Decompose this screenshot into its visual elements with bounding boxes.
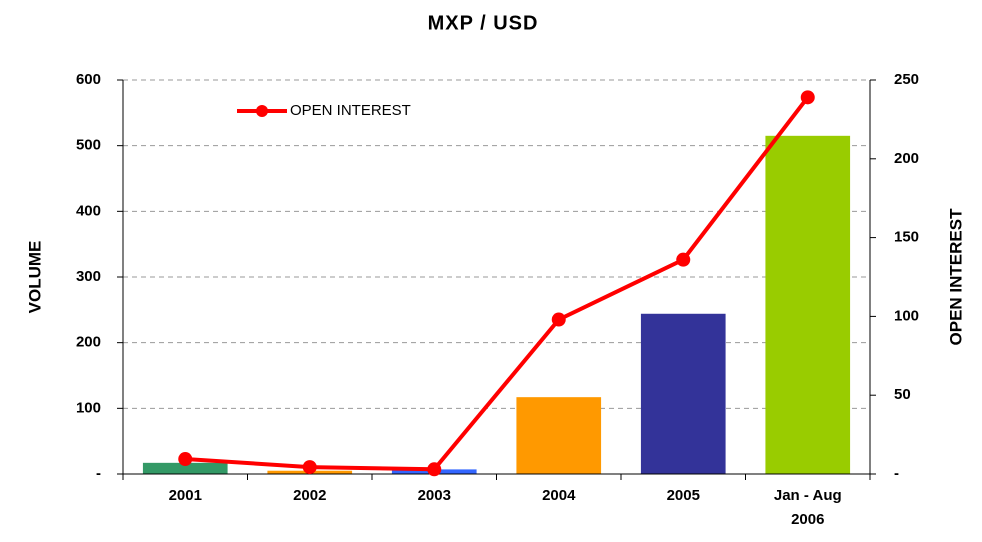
y-tick-label: 100 xyxy=(76,399,101,416)
y2-tick-label: 100 xyxy=(894,307,919,324)
y-tick-label: 200 xyxy=(76,334,101,351)
y2-tick-label: 50 xyxy=(894,386,911,403)
x-tick-label: 2001 xyxy=(169,487,202,504)
x-tick-label: 2004 xyxy=(542,487,576,504)
bar xyxy=(765,135,851,475)
legend-marker xyxy=(256,105,268,117)
y2-axis-label: OPEN INTEREST xyxy=(946,208,965,346)
line-marker xyxy=(676,252,691,267)
y2-tick-label: - xyxy=(894,465,899,482)
y2-tick-label: 200 xyxy=(894,150,919,167)
line-marker xyxy=(302,460,317,475)
line-marker xyxy=(427,462,442,477)
chart-title: MXP / USD xyxy=(428,12,539,34)
y-tick-label: 400 xyxy=(76,202,101,219)
y-tick-label: 500 xyxy=(76,137,101,154)
line-marker xyxy=(800,90,815,105)
y2-tick-label: 250 xyxy=(894,71,919,88)
y-tick-label: 300 xyxy=(76,268,101,285)
y-axis-label: VOLUME xyxy=(25,241,44,314)
line-marker xyxy=(551,312,566,327)
y-tick-label: - xyxy=(96,465,101,482)
x-tick-label: 2003 xyxy=(418,487,451,504)
y-tick-label: 600 xyxy=(76,71,101,88)
line xyxy=(185,96,810,472)
x-tick-label: 2005 xyxy=(667,487,700,504)
bar xyxy=(516,397,602,474)
bar xyxy=(640,313,726,474)
line-marker xyxy=(178,452,193,467)
y2-tick-label: 150 xyxy=(894,229,919,246)
legend-label: OPEN INTEREST xyxy=(290,102,411,119)
x-tick-label: 2002 xyxy=(293,487,326,504)
bar xyxy=(142,462,228,474)
x-tick-label: Jan - Aug 2006 xyxy=(774,487,842,528)
